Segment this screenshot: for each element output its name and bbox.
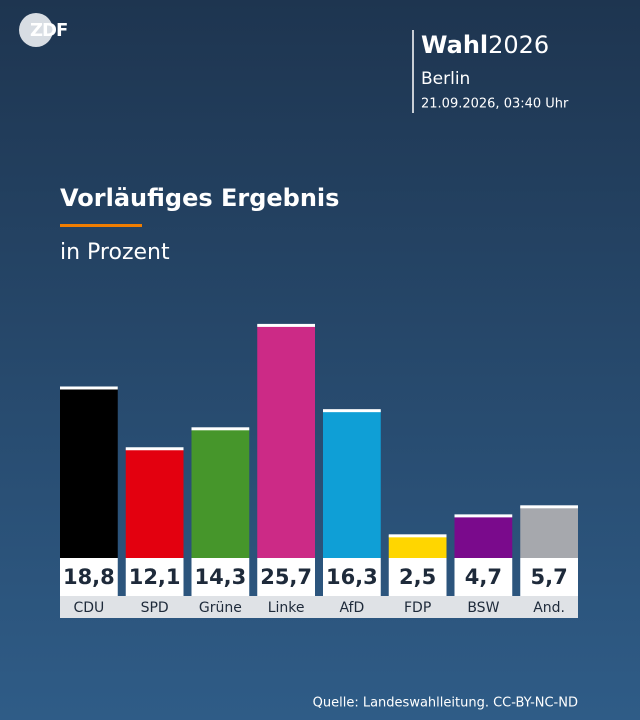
- value-label: 25,7: [260, 565, 312, 589]
- bar: [60, 387, 118, 558]
- value-box: [520, 558, 578, 596]
- bar-cap: [191, 427, 250, 431]
- bar: [125, 448, 184, 558]
- x-tick-label: BSW: [467, 600, 499, 616]
- label-strip: [60, 596, 578, 618]
- value-label: 4,7: [465, 565, 502, 589]
- chart-subtitle: in Prozent: [60, 240, 170, 265]
- value-box: [60, 558, 118, 596]
- x-tick-label: CDU: [73, 600, 104, 616]
- region: Berlin: [421, 69, 470, 89]
- bar-cap: [257, 323, 315, 327]
- bar-cap: [60, 386, 118, 390]
- bar: [388, 535, 447, 558]
- title-underline: [60, 224, 142, 227]
- bar-cap: [454, 514, 513, 518]
- x-tick-label: Grüne: [199, 600, 242, 616]
- value-box: [323, 558, 381, 596]
- logo-circle: [19, 13, 53, 47]
- bar-cap: [388, 534, 447, 538]
- brand-year: 2026: [488, 31, 549, 59]
- x-tick-label: FDP: [404, 600, 431, 616]
- value-label: 12,1: [129, 565, 181, 589]
- value-label: 16,3: [326, 565, 378, 589]
- bar: [257, 324, 315, 558]
- value-box: [191, 558, 250, 596]
- value-label: 5,7: [531, 565, 568, 589]
- bar-cap: [323, 409, 381, 413]
- value-box: [125, 558, 184, 596]
- value-label: 18,8: [63, 565, 115, 589]
- bar: [191, 428, 250, 558]
- value-box: [257, 558, 315, 596]
- x-tick-label: And.: [533, 600, 565, 616]
- value-label: 2,5: [399, 565, 436, 589]
- value-label: 14,3: [194, 565, 246, 589]
- value-box: [454, 558, 513, 596]
- source: Quelle: Landeswahlleitung. CC-BY-NC-ND: [313, 696, 578, 711]
- bar: [454, 515, 513, 558]
- x-tick-label: AfD: [339, 600, 364, 616]
- x-tick-label: SPD: [141, 600, 169, 616]
- bar-cap: [125, 447, 184, 451]
- bar-cap: [520, 505, 578, 509]
- bar: [323, 410, 381, 558]
- bar: [520, 506, 578, 558]
- logo: ZDF: [30, 20, 67, 41]
- timestamp: 21.09.2026, 03:40 Uhr: [421, 97, 569, 112]
- chart-title: Vorläufiges Ergebnis: [60, 184, 339, 212]
- value-box: [388, 558, 447, 596]
- brand-name: Wahl: [421, 31, 488, 59]
- brand: Wahl2026: [421, 31, 549, 59]
- x-tick-label: Linke: [268, 600, 305, 616]
